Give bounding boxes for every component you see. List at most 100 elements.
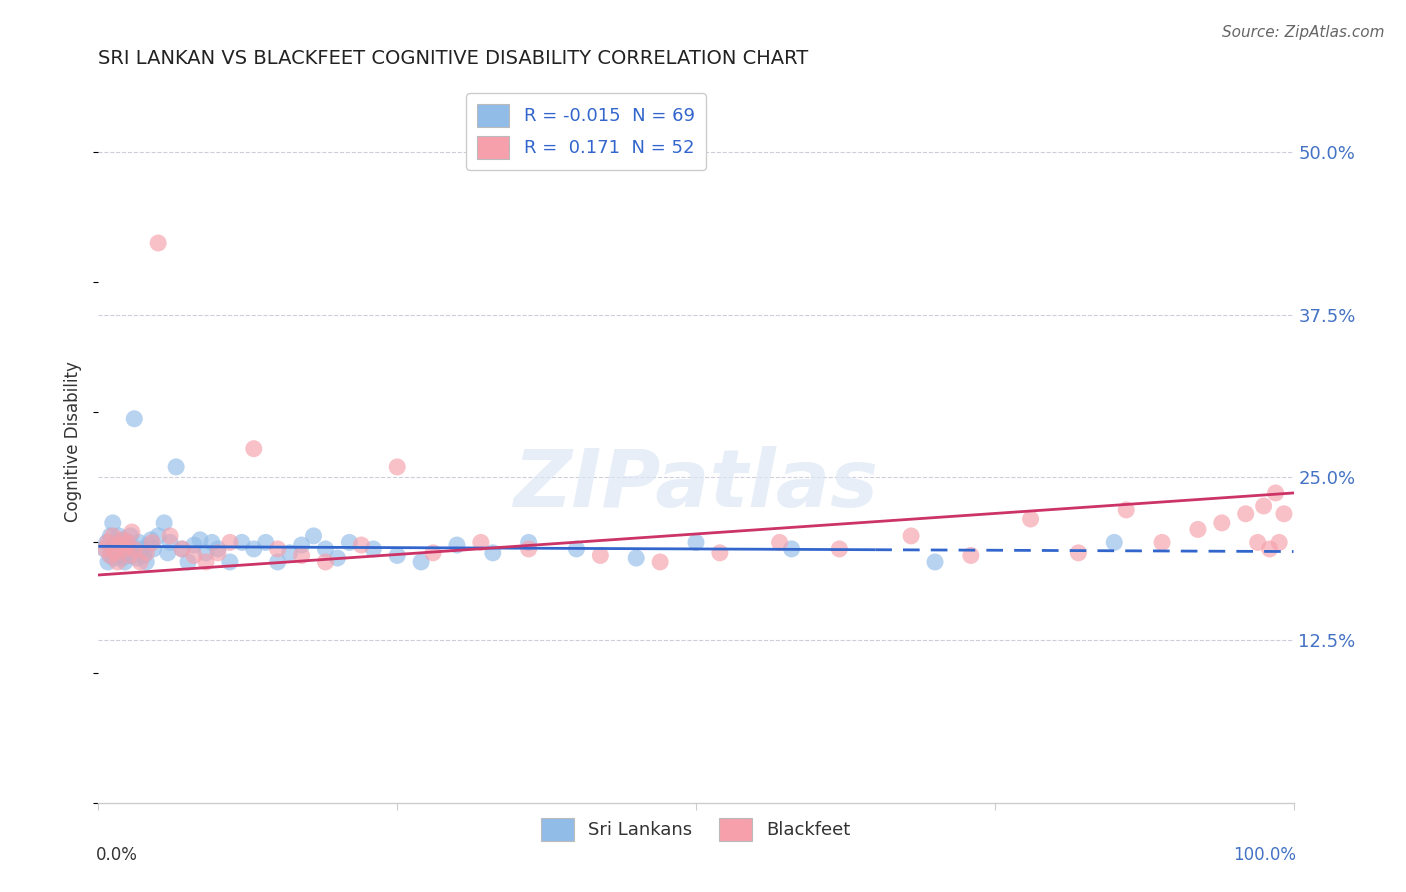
Point [589, 549, 612, 563]
Point [138, 538, 160, 552]
Point [231, 535, 253, 549]
Legend: Sri Lankans, Blackfeet: Sri Lankans, Blackfeet [534, 810, 858, 848]
Text: ZIPatlas: ZIPatlas [513, 446, 879, 524]
Point [118, 549, 141, 563]
Point [112, 533, 135, 547]
Point [108, 541, 131, 556]
Point [110, 549, 132, 563]
Point [201, 535, 224, 549]
Point [267, 541, 290, 556]
Point [115, 535, 138, 549]
Point [648, 555, 672, 569]
Point [124, 411, 146, 425]
Point [1247, 535, 1270, 549]
Point [685, 535, 707, 549]
Y-axis label: Cognitive Disability: Cognitive Disability [65, 361, 83, 522]
Point [148, 529, 170, 543]
Point [254, 535, 277, 549]
Point [132, 549, 155, 563]
Point [111, 538, 134, 552]
Point [291, 538, 314, 552]
Point [291, 549, 314, 563]
Point [172, 541, 194, 556]
Point [278, 546, 301, 560]
Point [177, 555, 200, 569]
Point [1104, 535, 1126, 549]
Point [195, 546, 218, 560]
Point [135, 555, 157, 569]
Point [172, 541, 194, 556]
Point [470, 535, 492, 549]
Point [165, 459, 187, 474]
Point [121, 549, 143, 563]
Point [156, 546, 179, 560]
Point [105, 546, 128, 560]
Point [219, 535, 242, 549]
Point [517, 535, 540, 549]
Point [267, 555, 290, 569]
Text: 100.0%: 100.0% [1233, 847, 1296, 864]
Point [115, 538, 138, 552]
Point [517, 541, 540, 556]
Point [159, 529, 181, 543]
Point [183, 538, 205, 552]
Point [1258, 541, 1281, 556]
Point [900, 529, 922, 543]
Point [142, 541, 165, 556]
Point [626, 551, 648, 566]
Point [315, 555, 337, 569]
Point [114, 541, 136, 556]
Point [1115, 503, 1137, 517]
Point [121, 524, 143, 539]
Point [350, 538, 373, 552]
Point [107, 535, 129, 549]
Point [1253, 499, 1275, 513]
Point [108, 538, 131, 552]
Point [129, 555, 152, 569]
Point [768, 535, 790, 549]
Point [924, 555, 946, 569]
Point [1187, 523, 1209, 537]
Point [183, 549, 205, 563]
Point [101, 529, 124, 543]
Point [103, 551, 125, 566]
Point [481, 546, 505, 560]
Point [1211, 516, 1233, 530]
Point [114, 541, 136, 556]
Point [326, 551, 349, 566]
Point [1264, 486, 1286, 500]
Point [1019, 512, 1042, 526]
Point [219, 555, 242, 569]
Point [565, 541, 588, 556]
Point [131, 541, 153, 556]
Point [446, 538, 468, 552]
Point [243, 442, 266, 456]
Point [207, 546, 229, 560]
Point [100, 541, 122, 556]
Point [960, 549, 983, 563]
Point [107, 555, 129, 569]
Point [115, 546, 138, 560]
Point [207, 541, 229, 556]
Point [363, 541, 385, 556]
Point [411, 555, 433, 569]
Point [124, 541, 146, 556]
Point [243, 541, 266, 556]
Point [93, 541, 115, 556]
Point [1152, 535, 1174, 549]
Point [118, 541, 141, 556]
Point [101, 516, 124, 530]
Point [97, 535, 120, 549]
Point [302, 529, 325, 543]
Point [1272, 507, 1295, 521]
Point [135, 546, 157, 560]
Point [1268, 535, 1291, 549]
Point [97, 555, 120, 569]
Point [111, 551, 134, 566]
Point [148, 235, 170, 250]
Point [159, 535, 181, 549]
Point [94, 541, 117, 556]
Point [315, 541, 337, 556]
Point [1067, 546, 1090, 560]
Point [104, 538, 127, 552]
